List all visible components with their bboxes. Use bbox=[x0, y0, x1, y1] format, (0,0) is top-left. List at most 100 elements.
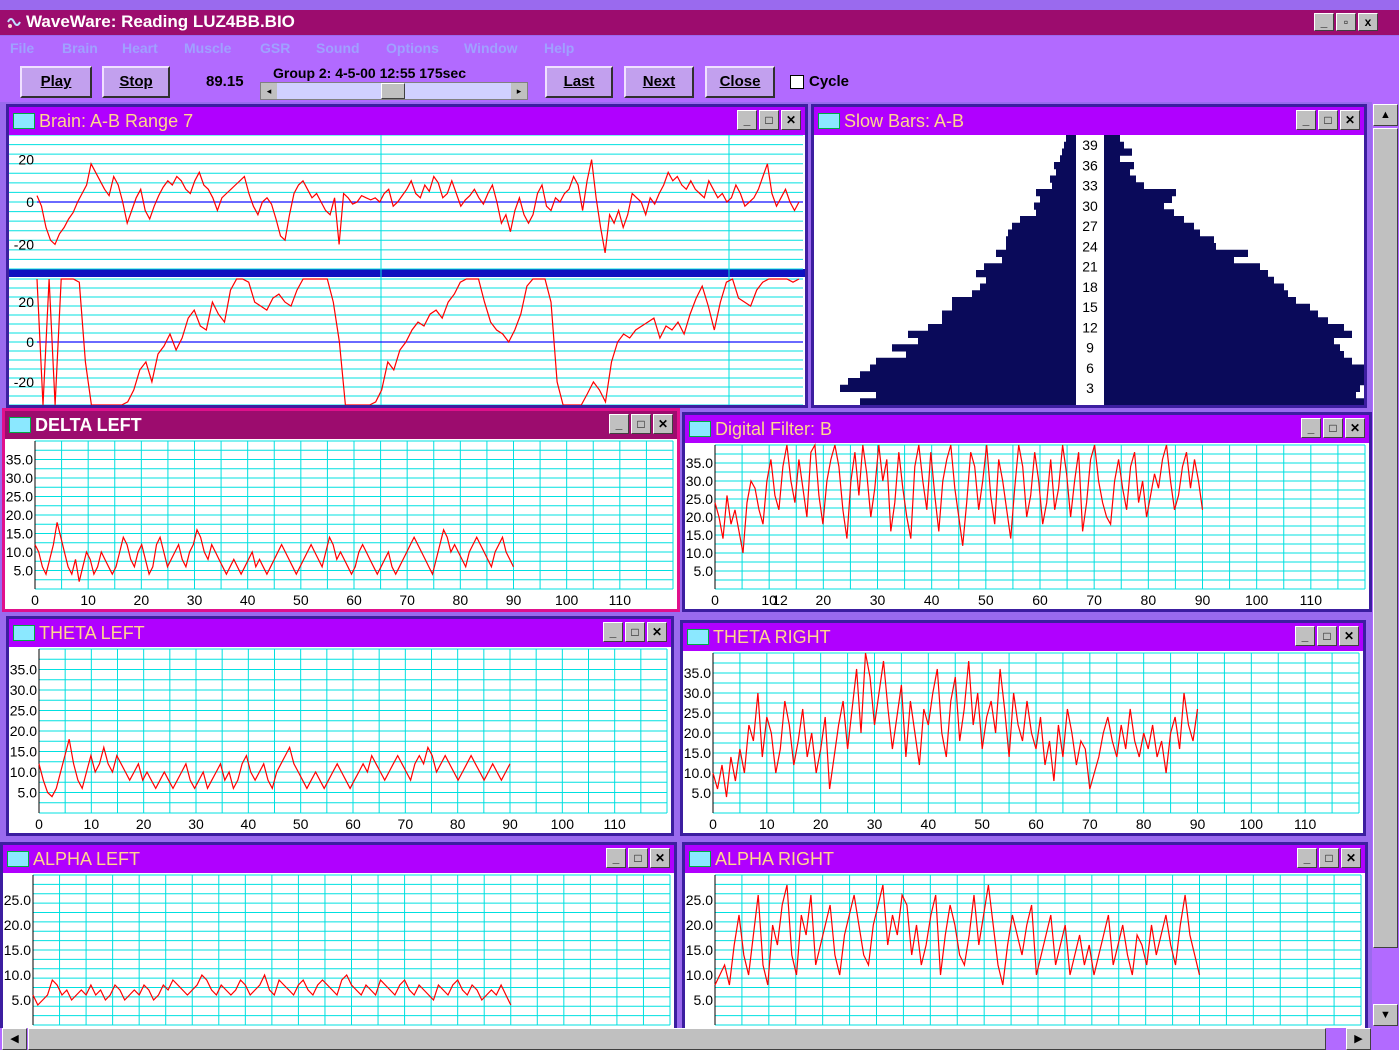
theta-right-window[interactable]: THETA RIGHT _ □ ✕ 35.0 30.0 25.0 20.0 15.0 10.0 5.… bbox=[680, 620, 1366, 836]
last-button[interactable]: Last bbox=[545, 66, 613, 98]
window-title: ALPHA RIGHT bbox=[715, 849, 835, 869]
menu-brain[interactable]: Brain bbox=[62, 40, 98, 56]
brain-titlebar: Brain: A-B Range 7 _ □ ✕ bbox=[9, 107, 805, 135]
scroll-up-icon[interactable]: ▲ bbox=[1373, 104, 1398, 126]
slow-bar-left bbox=[942, 310, 1076, 318]
close-button[interactable]: ✕ bbox=[1345, 418, 1365, 438]
chart-svg: 35.0 30.0 25.0 20.0 15.0 10.0 5.0 0 10 20 30 40 50 60… bbox=[686, 443, 1366, 608]
x-tick-label: 40 bbox=[924, 592, 940, 608]
alpha-left-window[interactable]: ALPHA LEFT _ □ ✕ 25.0 20.0 15.0 10.0 5.0 bbox=[0, 842, 677, 1034]
vertical-scrollbar[interactable]: ▲ ▼ bbox=[1372, 102, 1399, 1028]
next-button[interactable]: Next bbox=[624, 66, 694, 98]
minimize-button[interactable]: _ bbox=[737, 110, 757, 130]
slow-bar-right bbox=[1104, 182, 1144, 190]
menu-sound[interactable]: Sound bbox=[316, 40, 360, 56]
horizontal-scroll-thumb[interactable] bbox=[28, 1028, 1326, 1050]
minimize-button[interactable]: _ bbox=[1301, 418, 1321, 438]
scroll-left-arrow-icon[interactable]: ◀ bbox=[2, 1028, 27, 1050]
theta-left-plot: 35.0 30.0 25.0 20.0 15.0 10.0 5.0 0 10 20 30 40 50 60… bbox=[9, 647, 671, 833]
maximize-button[interactable]: □ bbox=[1317, 626, 1337, 646]
slow-bar-right bbox=[1104, 249, 1248, 257]
delta-left-window[interactable]: DELTA LEFT _ □ ✕ 35.0 30.0 25.0 20.0 15.0 10.0 5.0… bbox=[2, 408, 680, 612]
slow-bar-left bbox=[906, 351, 1076, 359]
stop-button[interactable]: Stop bbox=[102, 66, 170, 98]
brain-plot: 20 0 -20 20 0 -20 bbox=[9, 135, 805, 405]
window-controls: _ □ ✕ bbox=[1297, 848, 1361, 868]
close-button[interactable]: ✕ bbox=[1339, 626, 1359, 646]
y-tick-label: 20.0 bbox=[686, 509, 713, 525]
slow-bar-right bbox=[1104, 236, 1214, 244]
minimize-button[interactable]: _ bbox=[1314, 13, 1334, 31]
menu-heart[interactable]: Heart bbox=[122, 40, 158, 56]
delta-left-plot: 35.0 30.0 25.0 20.0 15.0 10.0 5.0 0 10 20 30 40 50 60… bbox=[5, 439, 677, 609]
y-tick-label: 35.0 bbox=[684, 665, 711, 681]
slow-bars-window[interactable]: Slow Bars: A-B _ □ ✕ 39 36 33 30 27 24 21 18 15 12 9 6 3 bbox=[811, 104, 1367, 408]
close-button[interactable]: x bbox=[1358, 13, 1378, 31]
bar-level-label: 18 bbox=[1082, 279, 1098, 295]
theta-right-titlebar: THETA RIGHT _ □ ✕ bbox=[683, 623, 1363, 651]
chart-svg: 25.0 20.0 15.0 10.0 5.0 bbox=[4, 874, 671, 1026]
scroll-right-icon[interactable]: ▸ bbox=[511, 83, 527, 99]
digital-filter-window[interactable]: Digital Filter: B _ □ ✕ 35.0 30.0 25.0 20.0 15.0… bbox=[682, 412, 1372, 612]
scroll-down-icon[interactable]: ▼ bbox=[1373, 1004, 1398, 1026]
minimize-button[interactable]: _ bbox=[1297, 848, 1317, 868]
signal-trace bbox=[32, 973, 512, 1007]
menu-muscle[interactable]: Muscle bbox=[184, 40, 232, 56]
close-button[interactable]: ✕ bbox=[647, 622, 667, 642]
horizontal-scrollbar[interactable]: ◀ ▶ bbox=[0, 1028, 1399, 1050]
play-button[interactable]: Play bbox=[20, 66, 92, 98]
close-button[interactable]: ✕ bbox=[1340, 110, 1360, 130]
close-reading-button[interactable]: Close bbox=[705, 66, 775, 98]
slow-bar-left bbox=[1036, 189, 1076, 197]
slow-bar-left bbox=[942, 317, 1076, 325]
x-tick-label: 100 bbox=[551, 816, 575, 832]
y-tick-label: 5.0 bbox=[692, 785, 712, 801]
maximize-button[interactable]: □ bbox=[1323, 418, 1343, 438]
alpha-right-window[interactable]: ALPHA RIGHT _ □ ✕ 25.0 20.0 15.0 10.0 5.0 bbox=[682, 842, 1368, 1034]
cycle-checkbox[interactable] bbox=[790, 75, 804, 89]
theta-left-window[interactable]: THETA LEFT _ □ ✕ 35.0 30.0 25.0 20.0 15.0 10.0 5.0… bbox=[6, 616, 674, 836]
window-controls: _ □ ✕ bbox=[737, 110, 801, 130]
vertical-scroll-thumb[interactable] bbox=[1373, 128, 1398, 948]
brain-window[interactable]: Brain: A-B Range 7 _ □ ✕ 20 0 -20 20 0 -20 bbox=[6, 104, 808, 408]
scroll-thumb[interactable] bbox=[381, 83, 405, 99]
y-tick-label: 10.0 bbox=[10, 764, 37, 780]
maximize-button[interactable]: □ bbox=[759, 110, 779, 130]
slow-bar-left bbox=[928, 324, 1076, 332]
slow-bar-left bbox=[972, 290, 1076, 298]
close-button[interactable]: ✕ bbox=[1341, 848, 1361, 868]
scroll-right-arrow-icon[interactable]: ▶ bbox=[1346, 1028, 1371, 1050]
close-button[interactable]: ✕ bbox=[781, 110, 801, 130]
maximize-button[interactable]: □ bbox=[628, 848, 648, 868]
close-button[interactable]: ✕ bbox=[650, 848, 670, 868]
maximize-button[interactable]: □ bbox=[1319, 848, 1339, 868]
bar-level-label: 3 bbox=[1086, 380, 1094, 396]
x-tick-label: 0 bbox=[31, 592, 39, 608]
minimize-button[interactable]: _ bbox=[606, 848, 626, 868]
y-tick-label: 0 bbox=[26, 334, 34, 350]
menu-options[interactable]: Options bbox=[386, 40, 439, 56]
menu-help[interactable]: Help bbox=[544, 40, 575, 56]
scroll-left-icon[interactable]: ◂ bbox=[261, 83, 277, 99]
slow-bar-left bbox=[1036, 209, 1076, 217]
slow-bar-left bbox=[848, 378, 1076, 386]
menu-window[interactable]: Window bbox=[464, 40, 518, 56]
minimize-button[interactable]: _ bbox=[1296, 110, 1316, 130]
y-tick-label: 10.0 bbox=[684, 765, 711, 781]
slow-bar-left bbox=[1012, 222, 1076, 230]
playback-scrollbar[interactable]: ◂ ▸ bbox=[260, 82, 528, 100]
restore-button[interactable]: ▫ bbox=[1336, 13, 1356, 31]
maximize-button[interactable]: □ bbox=[625, 622, 645, 642]
signal-trace bbox=[714, 443, 1204, 554]
minimize-button[interactable]: _ bbox=[1295, 626, 1315, 646]
maximize-button[interactable]: □ bbox=[631, 414, 651, 434]
slow-bar-left bbox=[1020, 216, 1076, 224]
close-button[interactable]: ✕ bbox=[653, 414, 673, 434]
minimize-button[interactable]: _ bbox=[609, 414, 629, 434]
y-tick-label: 25.0 bbox=[686, 892, 713, 908]
minimize-button[interactable]: _ bbox=[603, 622, 623, 642]
menu-gsr[interactable]: GSR bbox=[260, 40, 291, 56]
bar-level-label: 27 bbox=[1082, 218, 1098, 234]
maximize-button[interactable]: □ bbox=[1318, 110, 1338, 130]
menu-file[interactable]: File bbox=[10, 40, 35, 56]
